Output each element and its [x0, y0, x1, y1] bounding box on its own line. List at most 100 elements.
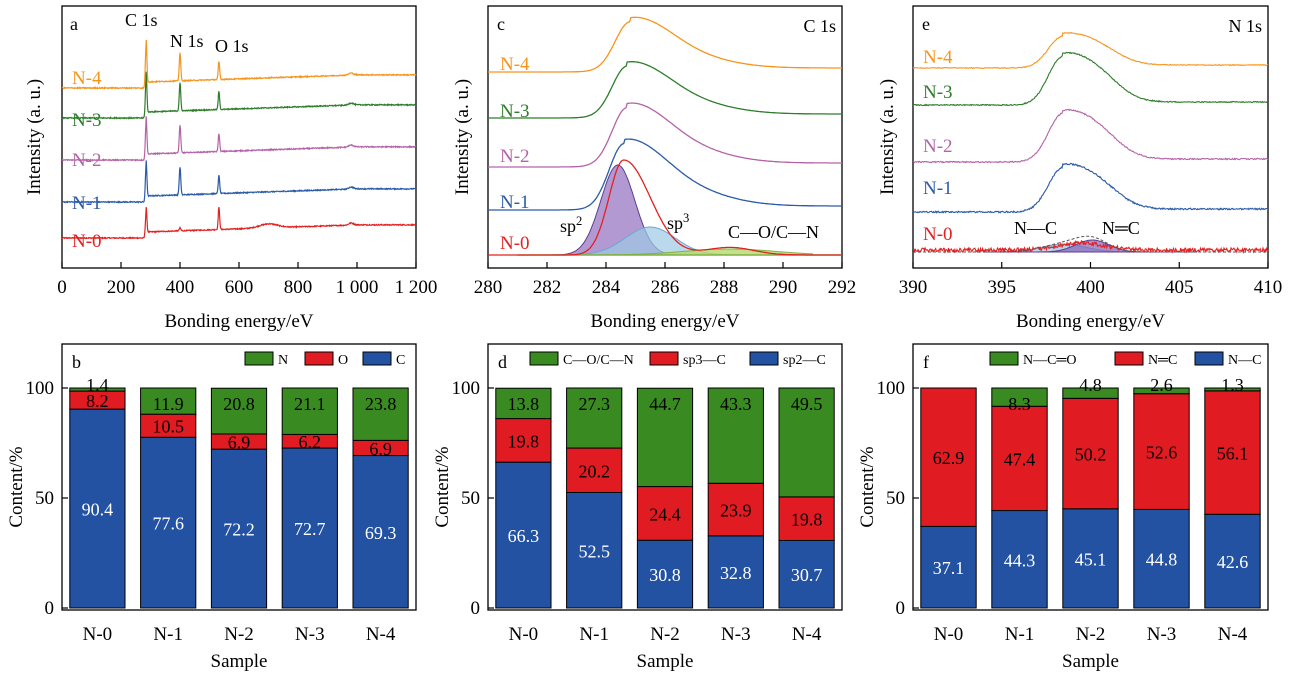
panel-f-value-label: 8.3 [1008, 394, 1031, 414]
panel-d-value-label: 19.8 [508, 431, 540, 451]
panel-c-xtick-label: 292 [828, 277, 857, 298]
panel-f-value-label: 37.1 [933, 558, 965, 578]
panel-f-value-label: 45.1 [1075, 549, 1107, 569]
panel-b-legend-swatch [244, 351, 274, 366]
panel-e-peak-label: N═C [1102, 218, 1140, 238]
panel-b-ytick-label: 50 [35, 488, 54, 509]
panel-d-value-label: 30.7 [791, 565, 823, 585]
panel-f-legend-swatch [1114, 351, 1144, 366]
panel-f-value-label: 2.6 [1150, 375, 1173, 395]
panel-d-bar-sp2C-N-2 [636, 539, 694, 609]
panel-f-letter: f [923, 352, 929, 372]
panel-d-value-label: 19.8 [791, 510, 823, 530]
panel-d-value-label: 30.8 [649, 565, 681, 585]
panel-e-frame [912, 5, 1269, 269]
panel-b-value-label: 72.2 [223, 520, 255, 540]
panel-f-category-label: N-0 [934, 624, 964, 645]
panel-f-value-label: 56.1 [1217, 444, 1249, 464]
panel-f-legend-label: N—C═O [1023, 353, 1076, 368]
panel-e-xtick-label: 395 [988, 277, 1017, 298]
panel-d-bar-sp3C-N-1 [566, 447, 623, 493]
panel-d-ytick-label: 50 [461, 488, 480, 509]
panel-f-bar-NC-N-1 [991, 510, 1048, 609]
panel-c-xtick-label: 286 [651, 277, 680, 298]
panel-c-series-N-3 [488, 61, 842, 119]
panel-c-peak-label: C—O/C—N [728, 222, 819, 242]
panel-d-bar-COCN-N-2 [636, 387, 694, 488]
panel-c-series-N-4 [488, 16, 842, 73]
panel-a-xtick-label: 400 [166, 277, 195, 298]
panel-a-xtick-label: 200 [107, 277, 136, 298]
panel-b-category-label: N-2 [224, 624, 254, 645]
panel-d-bar-COCN-N-4 [778, 387, 835, 498]
panel-d-value-label: 43.3 [720, 394, 752, 414]
panel-a-series-N-2 [61, 116, 416, 162]
panel-e-series-N-1 [912, 162, 1269, 214]
panel-e-ylabel: Intensity (a. u.) [877, 79, 898, 195]
panel-c-series-N-2 [488, 102, 842, 168]
panel-f-bar-NC-N-4 [1204, 390, 1261, 515]
panel-f-bar-NCO-N-1 [991, 387, 1048, 407]
panel-d-value-label: 52.5 [578, 541, 610, 561]
panel-b-bar-C-N-0 [69, 408, 126, 609]
panel-d-bar-sp2C-N-1 [566, 492, 623, 609]
panel-f-legend-label: N═C [1148, 353, 1177, 368]
panel-e-xtick-label: 390 [899, 277, 928, 298]
panel-d-legend-label: C—O/C—N [563, 353, 634, 368]
panel-b-legend-label: O [338, 353, 348, 368]
panel-d-value-label: 13.8 [508, 394, 540, 414]
panel-e-series-N-3 [912, 51, 1268, 107]
panel-b-ytick-label: 100 [26, 378, 55, 399]
panel-d-category-label: N-1 [579, 624, 609, 645]
panel-c-xtick-label: 290 [769, 277, 798, 298]
panel-d-letter: d [498, 352, 507, 372]
panel-d-value-label: 23.9 [720, 501, 752, 521]
panel-f-value-label: 52.6 [1146, 443, 1178, 463]
panel-a-xtick-label: 0 [57, 277, 67, 298]
panel-b-value-label: 90.4 [82, 500, 114, 520]
panel-b-value-label: 1.4 [86, 375, 109, 395]
panel-f-frame [912, 343, 1269, 611]
panel-b-ylabel: Content/% [6, 446, 27, 527]
panel-f-ytick-label: 100 [877, 378, 906, 399]
panel-d-bar-COCN-N-1 [566, 387, 623, 449]
panel-b-category-label: N-0 [83, 624, 113, 645]
panel-c-series-N-0 [488, 159, 842, 256]
panel-b-ytick-label: 0 [45, 598, 55, 619]
panel-b-value-label: 8.2 [86, 391, 109, 411]
panel-b-value-label: 69.3 [365, 523, 397, 543]
panel-d-value-label: 49.5 [791, 394, 823, 414]
panel-c-series-N-1 [488, 138, 842, 211]
panel-e-xtick-label: 410 [1254, 277, 1283, 298]
panel-f-legend-swatch [989, 351, 1019, 366]
panel-b-category-label: N-1 [153, 624, 183, 645]
panel-a-series-label-N-4: N-4 [72, 68, 102, 89]
panel-d-legend-swatch [749, 351, 779, 366]
panel-d-bar-COCN-N-3 [707, 387, 764, 484]
panel-f-value-label: 44.8 [1146, 550, 1178, 570]
panel-d-category-label: N-4 [792, 624, 822, 645]
panel-e-series-N-0 [913, 239, 1269, 255]
panel-f-ytick-label: 50 [886, 488, 905, 509]
panel-f-bar-NCO-N-2 [1062, 387, 1119, 399]
panel-e-series-label-N-1: N-1 [923, 178, 953, 199]
panel-a-series-N-1 [61, 160, 417, 204]
panel-f-value-label: 44.3 [1004, 550, 1036, 570]
panel-a-xtick-label: 800 [284, 277, 313, 298]
panel-a-ylabel: Intensity (a. u.) [24, 79, 45, 195]
panel-b-bar-C-N-2 [210, 448, 268, 609]
panel-d-xlabel: Sample [637, 651, 694, 672]
panel-c-xtick-label: 284 [592, 277, 621, 298]
panel-f-bar-NC-N-0 [920, 387, 977, 527]
panel-c-xlabel: Bonding energy/eV [591, 311, 740, 332]
panel-c-letter: c [497, 14, 505, 34]
panel-b-xlabel: Sample [211, 651, 268, 672]
panel-c-xtick-label: 280 [474, 277, 503, 298]
panel-b-letter: b [72, 352, 81, 372]
panel-e-xtick-label: 400 [1076, 277, 1105, 298]
panel-c-series-label-N-4: N-4 [500, 54, 530, 75]
panel-b-category-label: N-4 [366, 624, 396, 645]
panel-a-letter: a [70, 14, 78, 34]
